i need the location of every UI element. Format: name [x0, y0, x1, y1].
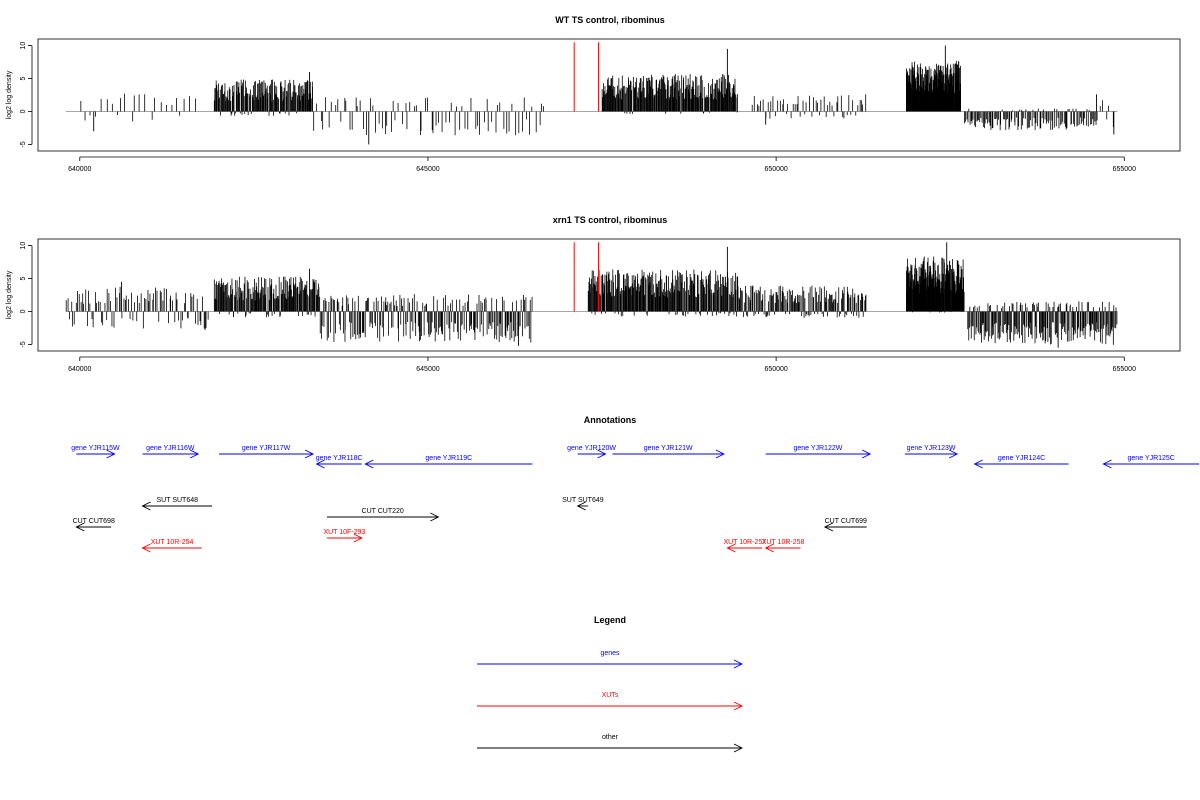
annotation-label: gene YJR122W	[793, 445, 842, 452]
annotations-title: Annotations	[584, 415, 637, 425]
annotation-label: gene YJR118C	[316, 455, 363, 462]
wt-y-tick-label: -5	[20, 141, 27, 147]
annotation-arrowhead	[726, 543, 736, 553]
wt-density-bars	[65, 42, 1118, 145]
wt-plot-frame	[37, 38, 1181, 152]
legend-arrowhead	[733, 659, 744, 669]
annotation-label: SUT SUT648	[157, 497, 199, 504]
annotation-arrowhead	[973, 459, 983, 469]
legend-label: other	[602, 734, 619, 741]
annotation-arrowhead	[576, 501, 586, 511]
annotation-arrowhead	[597, 449, 607, 459]
annotation-label: gene YJR116W	[146, 445, 195, 452]
xrn1-y-axis-label: log2 log density	[6, 270, 13, 319]
annotation-arrowhead	[823, 522, 834, 532]
annotation-arrowhead	[75, 522, 85, 532]
annotation-arrowhead	[315, 459, 325, 469]
annotation-arrowhead	[948, 449, 959, 459]
annotation-arrowhead	[364, 459, 374, 469]
wt-panel-title: WT TS control, ribominus	[555, 15, 665, 25]
wt-y-tick-label: 10	[20, 42, 27, 50]
wt-x-tick-label: 650000	[764, 166, 787, 173]
annotation-label: gene YJR121W	[644, 445, 693, 452]
legend-items: genes XUTs other	[477, 650, 744, 753]
annotation-label: gene YJR120W	[567, 445, 616, 452]
legend-arrowhead	[733, 701, 744, 711]
annotation-label: CUT CUT699	[825, 518, 867, 525]
wt-y-tick-label: 5	[20, 76, 27, 80]
annotation-label: gene YJR123W	[907, 445, 956, 452]
annotation-label: XUT 10R-257	[723, 539, 766, 546]
xrn1-x-tick-label: 640000	[68, 366, 91, 373]
annotation-arrowhead	[106, 449, 116, 459]
xrn1-plot-frame	[37, 238, 1181, 352]
wt-y-tick-label: 0	[20, 109, 27, 113]
legend-title: Legend	[594, 615, 626, 625]
legend-label: genes	[600, 650, 620, 657]
wt-x-tick-label: 640000	[68, 166, 91, 173]
annotation-label: CUT CUT698	[73, 518, 115, 525]
annotation-arrowhead	[715, 449, 725, 459]
annotation-label: gene YJR124C	[998, 455, 1045, 462]
wt-density-panel: WT TS control, ribominus log2 log densit…	[6, 15, 1181, 173]
xrn1-y-tick-label: 10	[20, 242, 27, 250]
legend-label: XUTs	[602, 692, 619, 699]
legend-arrowhead	[733, 743, 744, 753]
annotation-label: XUT 10F-293	[323, 529, 365, 536]
wt-y-axis-label: log2 log density	[6, 70, 13, 119]
annotation-arrowhead	[141, 501, 151, 511]
annotation-arrowhead	[861, 449, 872, 459]
annotation-arrowhead	[304, 449, 315, 459]
annotation-arrowhead	[353, 533, 363, 543]
xrn1-y-tick-label: -5	[20, 341, 27, 347]
xrn1-x-tick-label: 650000	[764, 366, 787, 373]
annotation-arrowhead	[430, 512, 440, 522]
annotation-label: CUT CUT220	[362, 508, 404, 515]
annotation-features: gene YJR115W gene YJR116W gene YJR117W gene…	[71, 445, 1199, 553]
xrn1-x-tick-label: 655000	[1113, 366, 1136, 373]
annotations-track: Annotations gene YJR115W gene YJR116W gene…	[71, 415, 1199, 553]
xrn1-panel-title: xrn1 TS control, ribominus	[553, 215, 668, 225]
xrn1-density-bars	[65, 242, 1118, 348]
annotation-arrowhead	[141, 543, 151, 553]
annotation-arrowhead	[189, 449, 200, 459]
wt-axes: -5 0 5 10 640000 645000 650000 655000	[20, 42, 1136, 173]
xrn1-x-tick-label: 645000	[416, 366, 439, 373]
annotation-arrowhead	[1102, 459, 1112, 469]
xrn1-axes: -5 0 5 10 640000 645000 650000 655000	[20, 242, 1136, 373]
annotation-label: gene YJR119C	[425, 455, 472, 462]
annotation-label: gene YJR125C	[1128, 455, 1175, 462]
annotation-arrowhead	[764, 543, 774, 553]
annotation-label: XUT 10R-258	[762, 539, 805, 546]
annotation-label: gene YJR115W	[71, 445, 120, 452]
wt-x-tick-label: 655000	[1113, 166, 1136, 173]
xrn1-y-tick-label: 5	[20, 276, 27, 280]
wt-x-tick-label: 645000	[416, 166, 439, 173]
annotation-label: gene YJR117W	[242, 445, 291, 452]
annotation-label: SUT SUT649	[562, 497, 604, 504]
xrn1-density-panel: xrn1 TS control, ribominus log2 log dens…	[6, 215, 1181, 373]
annotation-label: XUT 10R-254	[151, 539, 194, 546]
legend: Legend genes XUTs other	[477, 615, 744, 753]
xrn1-y-tick-label: 0	[20, 309, 27, 313]
